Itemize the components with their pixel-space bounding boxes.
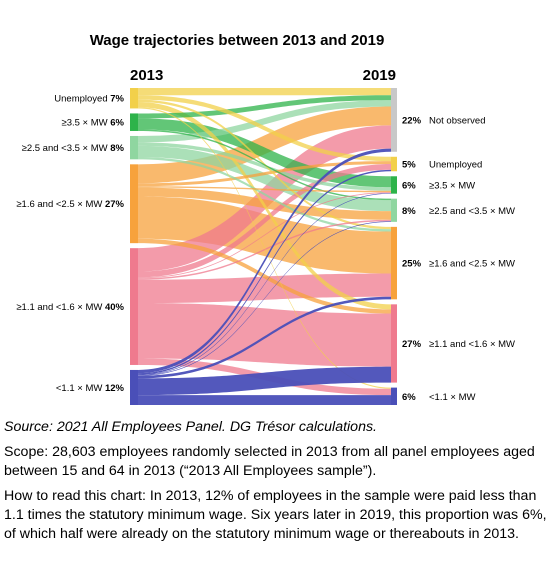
- flow-lt11-to-ge35: [138, 193, 391, 376]
- flow-unemployed-to-lt11: [138, 107, 391, 389]
- left-label-ge35: ≥3.5 × MW 6%: [61, 118, 124, 129]
- chart-title: Wage trajectories between 2013 and 2019: [90, 32, 385, 49]
- right-share-ge16: 25%: [402, 259, 422, 270]
- left-node-ge11: [130, 248, 138, 365]
- scope-note: Scope: 28,603 employees randomly selecte…: [4, 444, 535, 479]
- right-label-ge16: ≥1.6 and <2.5 × MW: [429, 259, 515, 270]
- right-node-unemployed: [391, 156, 397, 172]
- right-share-notobs: 22%: [402, 115, 422, 126]
- right-share-lt11: 6%: [402, 392, 416, 403]
- right-label-lt11: <1.1 × MW: [429, 392, 475, 403]
- left-node-unemployed: [130, 88, 138, 109]
- right-year-label: 2019: [363, 67, 396, 84]
- flow-ge11-to-notobs: [138, 125, 391, 272]
- flow-ge35-to-ge25: [138, 129, 391, 201]
- flow-group: [138, 88, 391, 405]
- left-label-ge16: ≥1.6 and <2.5 × MW 27%: [16, 199, 124, 210]
- flow-ge35-to-ge35: [138, 118, 391, 188]
- right-label-ge11: ≥1.1 and <1.6 × MW: [429, 339, 515, 350]
- flow-ge25-to-ge35: [138, 142, 391, 191]
- flow-unemployed-to-notobs: [138, 88, 391, 96]
- left-year-label: 2013: [130, 67, 163, 84]
- source-note: Source: 2021 All Employees Panel. DG Tré…: [4, 419, 377, 435]
- flow-lt11-to-ge25: [138, 221, 391, 376]
- right-share-ge35: 6%: [402, 180, 416, 191]
- flow-ge25-to-notobs: [138, 100, 391, 143]
- flow-unemployed-to-ge11: [138, 102, 391, 310]
- right-share-ge25: 8%: [402, 206, 416, 217]
- left-label-ge11: ≥1.1 and <1.6 × MW 40%: [16, 302, 124, 313]
- right-node-notobs: [391, 88, 397, 152]
- chart-notes: Source: 2021 All Employees Panel. DG Tré…: [4, 418, 552, 550]
- right-label-notobs: Not observed: [429, 115, 486, 126]
- flow-unemployed-to-unemployed: [138, 95, 391, 162]
- flow-ge11-to-ge16: [138, 273, 391, 304]
- flow-lt11-to-lt11: [138, 395, 391, 405]
- flow-ge11-to-unemployed: [138, 164, 391, 278]
- flow-ge16-to-notobs: [138, 106, 391, 184]
- flow-ge11-to-ge35: [138, 192, 391, 279]
- right-label-ge25: ≥2.5 and <3.5 × MW: [429, 206, 515, 217]
- flow-ge25-to-ge16: [138, 156, 391, 232]
- right-share-unemployed: 5%: [402, 160, 416, 171]
- flow-ge11-to-ge11: [138, 303, 391, 367]
- right-node-ge25: [391, 198, 397, 222]
- flow-ge16-to-unemployed: [138, 161, 391, 187]
- right-node-ge11: [391, 304, 397, 383]
- right-node-ge35: [391, 176, 397, 194]
- left-node-lt11: [130, 369, 138, 405]
- flow-ge25-to-ge25: [138, 145, 391, 212]
- left-node-ge35: [130, 113, 138, 131]
- flow-ge16-to-ge11: [138, 238, 391, 314]
- sankey-chart: Wage trajectories between 2013 and 2019 …: [16, 32, 515, 405]
- flow-ge11-to-ge25: [138, 219, 391, 280]
- left-node-ge25: [130, 135, 138, 160]
- right-share-ge11: 27%: [402, 339, 422, 350]
- flow-lt11-to-ge16: [138, 296, 391, 379]
- right-node-lt11: [391, 387, 397, 405]
- flow-lt11-to-notobs: [138, 148, 391, 374]
- node-group: [130, 88, 397, 405]
- left-node-ge16: [130, 164, 138, 244]
- right-label-unemployed: Unemployed: [429, 160, 482, 171]
- flow-lt11-to-unemployed: [138, 169, 391, 375]
- left-label-ge25: ≥2.5 and <3.5 × MW 8%: [22, 143, 125, 154]
- flow-lt11-to-ge11: [138, 366, 391, 396]
- right-node-ge16: [391, 226, 397, 300]
- left-label-unemployed: Unemployed 7%: [54, 94, 124, 105]
- right-label-ge35: ≥3.5 × MW: [429, 180, 475, 191]
- flow-ge16-to-ge35: [138, 186, 391, 193]
- label-group: Unemployed 7% ≥3.5 × MW 6% ≥2.5 and <3.5 ×…: [16, 94, 515, 403]
- left-label-lt11: <1.1 × MW 12%: [56, 383, 125, 394]
- how-to-read-note: How to read this chart: In 2013, 12% of …: [4, 488, 547, 542]
- flow-ge35-to-notobs: [138, 95, 391, 119]
